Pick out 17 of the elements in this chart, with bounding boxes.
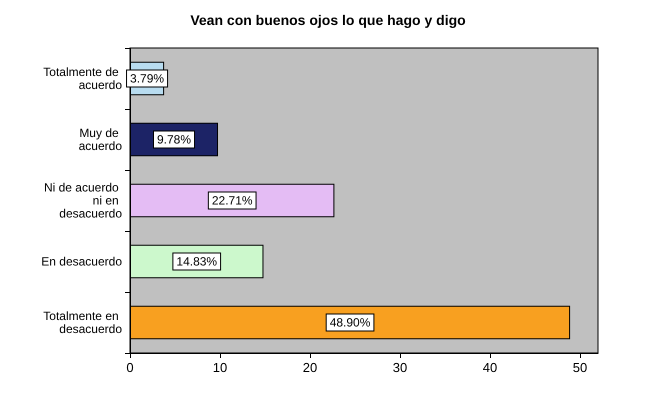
- x-tick-label: 0: [126, 360, 134, 375]
- data-label: 3.79%: [130, 72, 164, 86]
- data-label: 9.78%: [156, 132, 192, 146]
- x-tick-label: 50: [572, 360, 588, 375]
- y-tick-label: Totalmente de acuerdo: [43, 65, 122, 92]
- x-tick-label: 10: [212, 360, 228, 375]
- x-tick-label: 20: [302, 360, 318, 375]
- data-label: 14.83%: [176, 254, 218, 268]
- chart-title: Vean con buenos ojos lo que hago y digo: [190, 12, 466, 28]
- x-tick-label: 40: [482, 360, 498, 375]
- data-label: 22.71%: [212, 194, 253, 208]
- y-tick-label: Ni de acuerdo ni en desacuerdo: [44, 180, 122, 220]
- y-tick-label: Muy de acuerdo: [78, 126, 122, 153]
- y-tick-label: Totalmente en desacuerdo: [43, 309, 122, 336]
- x-tick-label: 30: [392, 360, 408, 375]
- y-tick-label: En desacuerdo: [41, 254, 122, 268]
- data-label: 48.90%: [330, 316, 371, 330]
